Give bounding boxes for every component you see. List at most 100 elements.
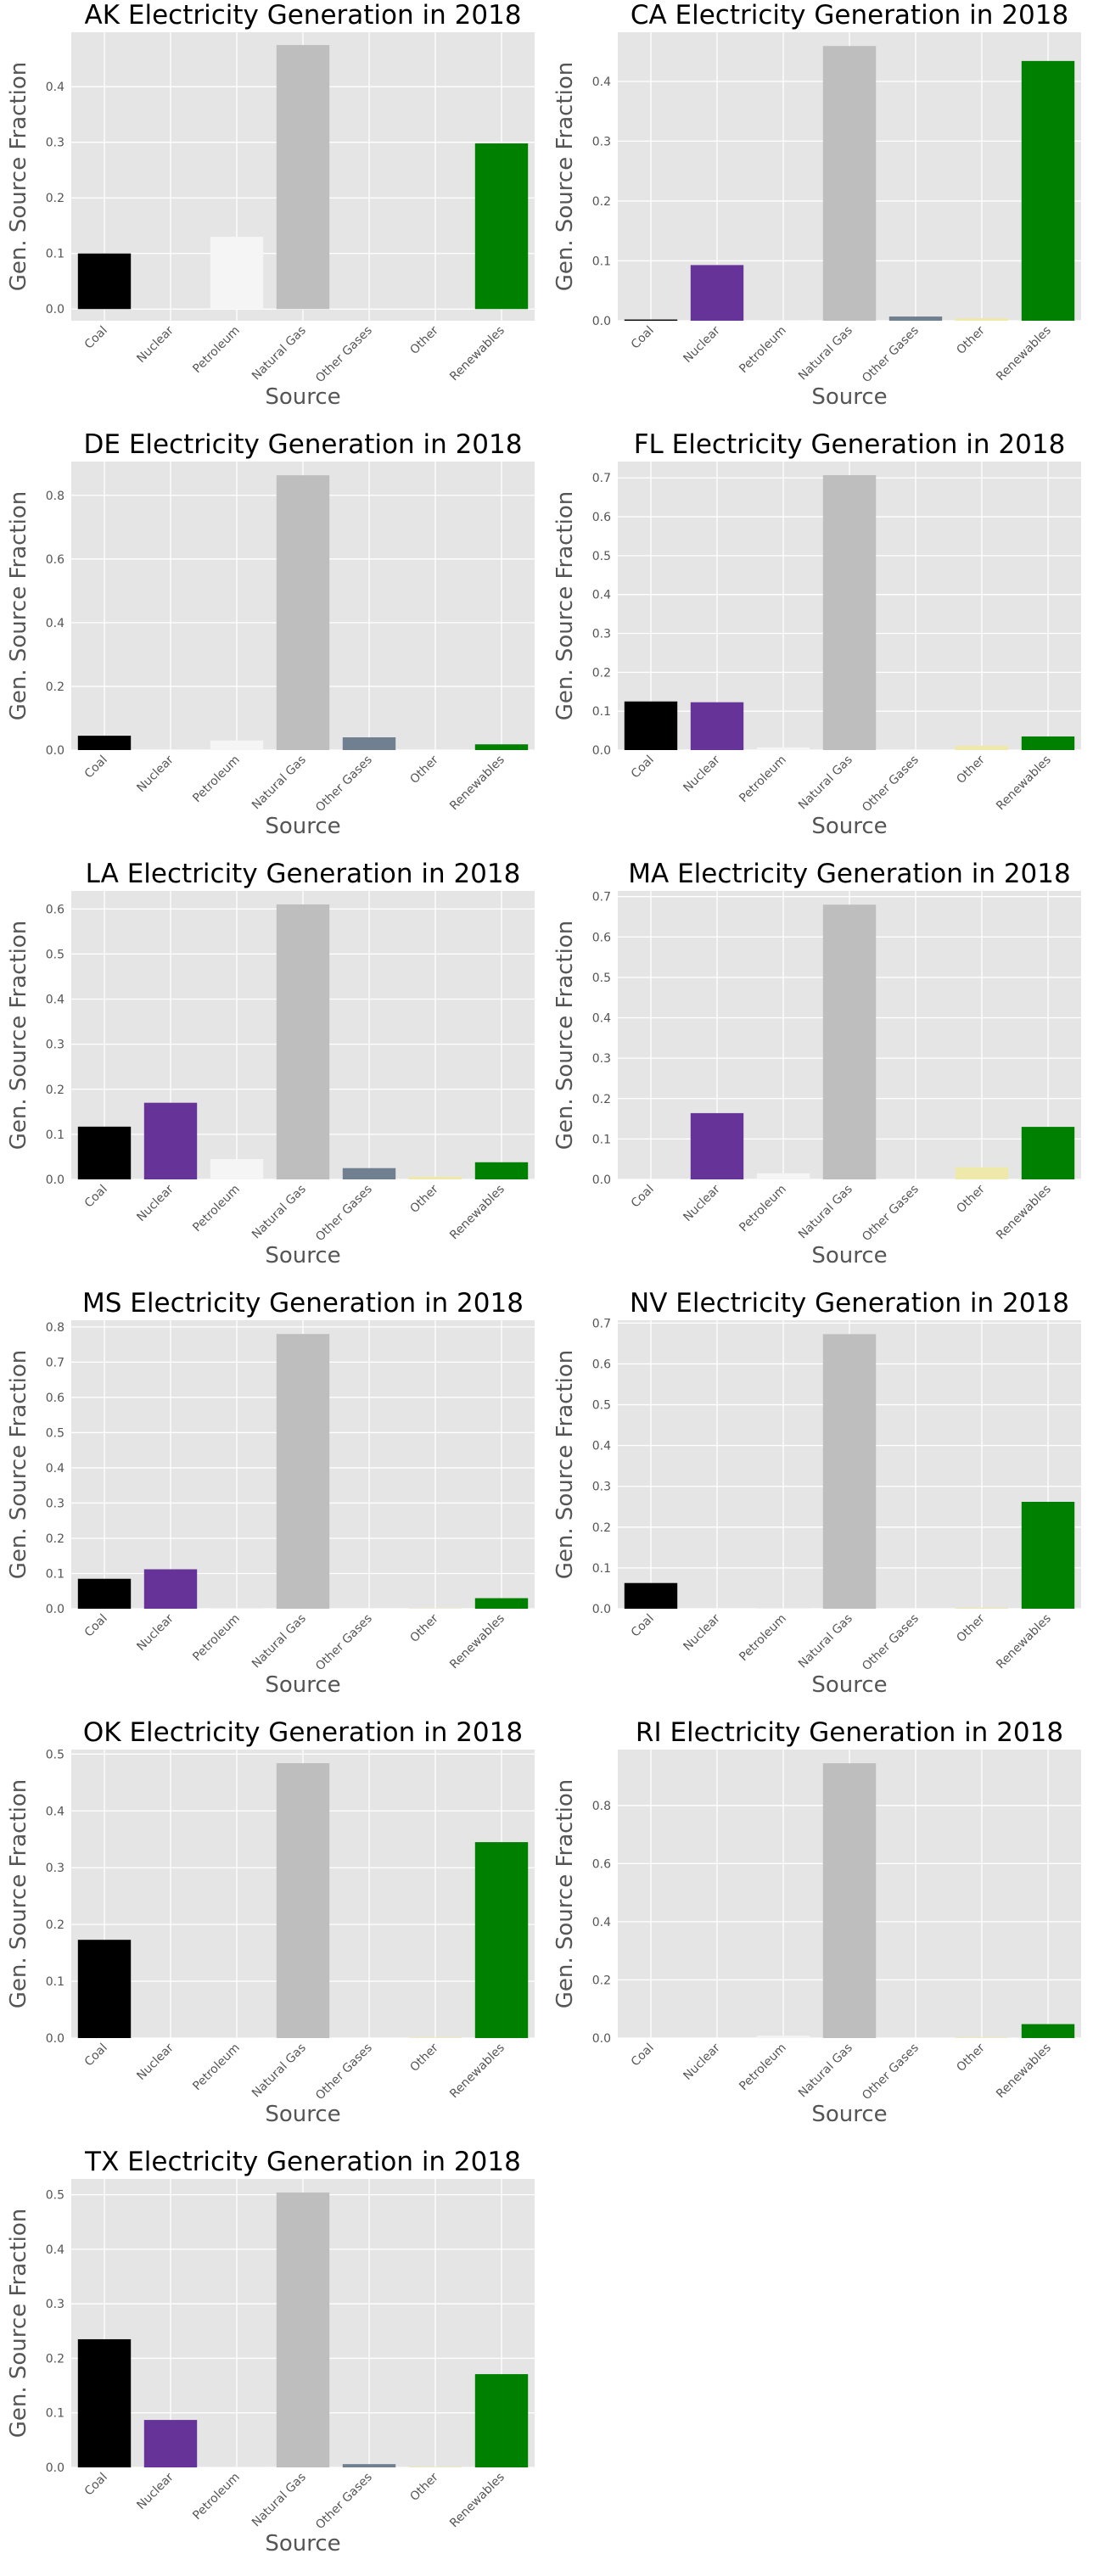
x-tick-label: Coal [82, 2471, 110, 2499]
x-tick-label: Renewables [447, 1183, 507, 1243]
x-axis-label: Source [265, 1243, 340, 1268]
x-tick-label: Renewables [447, 753, 507, 814]
x-axis-label: Source [265, 2102, 340, 2127]
x-tick-label: Natural Gas [249, 753, 309, 813]
bar-petroleum [757, 2036, 810, 2038]
y-tick-label: 0.1 [46, 1567, 64, 1581]
x-tick-label: Natural Gas [796, 2041, 855, 2101]
y-tick-label: 0.3 [592, 135, 611, 148]
y-tick-label: 0.6 [592, 1358, 611, 1371]
bar-renewables [1022, 2024, 1074, 2038]
x-tick-label: Natural Gas [796, 324, 855, 384]
y-axis-label: Gen. Source Fraction [6, 1350, 31, 1580]
y-tick-label: 0.7 [592, 891, 611, 904]
x-tick-label: Nuclear [134, 323, 177, 366]
bar-natural-gas [823, 475, 876, 750]
x-tick-label: Nuclear [134, 1182, 177, 1224]
x-tick-label: Other [407, 2041, 441, 2075]
x-tick-label: Petroleum [190, 1612, 243, 1665]
y-tick-label: 0.5 [46, 1748, 64, 1761]
bar-natural-gas [277, 1334, 329, 1609]
x-tick-label: Petroleum [737, 753, 789, 806]
bar-petroleum [210, 2037, 263, 2038]
y-tick-label: 0.0 [46, 1603, 64, 1616]
y-tick-label: 0.0 [592, 2032, 611, 2046]
bar-other [956, 746, 1008, 750]
y-axis-label: Gen. Source Fraction [6, 1779, 31, 2009]
x-tick-label: Natural Gas [249, 324, 309, 384]
bar-other-gases [889, 316, 942, 321]
y-tick-label: 0.1 [46, 2407, 64, 2421]
y-tick-label: 0.2 [592, 1093, 611, 1106]
x-axis-label: Source [265, 814, 340, 839]
y-tick-label: 0.3 [46, 1862, 64, 1875]
x-tick-label: Other Gases [860, 753, 922, 815]
x-axis-label: Source [265, 384, 340, 410]
bar-natural-gas [823, 1763, 876, 2038]
y-tick-label: 0.0 [46, 303, 64, 316]
bar-renewables [1022, 1502, 1074, 1609]
x-tick-label: Other [954, 1611, 988, 1645]
y-tick-label: 0.3 [46, 1497, 64, 1510]
y-tick-label: 0.3 [46, 137, 64, 150]
x-tick-label: Petroleum [190, 753, 243, 806]
x-tick-label: Renewables [994, 324, 1054, 384]
y-tick-label: 0.2 [46, 1084, 64, 1097]
y-tick-label: 0.5 [46, 2189, 64, 2203]
bar-coal [78, 1579, 131, 1609]
x-tick-label: Petroleum [737, 1612, 789, 1665]
bar-nuclear [691, 265, 743, 321]
y-tick-label: 0.4 [592, 1440, 611, 1453]
x-tick-label: Coal [82, 1612, 110, 1640]
y-tick-label: 0.0 [592, 315, 611, 328]
bar-nuclear [144, 2420, 197, 2467]
y-tick-label: 0.0 [592, 1603, 611, 1616]
y-tick-label: 0.2 [46, 2352, 64, 2366]
bar-coal [78, 254, 131, 310]
y-axis-label: Gen. Source Fraction [552, 1350, 578, 1580]
y-tick-label: 0.2 [46, 1918, 64, 1932]
bar-natural-gas [277, 2192, 329, 2467]
x-axis-label: Source [811, 814, 887, 839]
y-axis-label: Gen. Source Fraction [552, 62, 578, 292]
x-tick-label: Natural Gas [796, 1183, 855, 1242]
y-tick-label: 0.5 [592, 1399, 611, 1413]
bar-renewables [475, 1162, 528, 1179]
chart-title: DE Electricity Generation in 2018 [84, 429, 523, 460]
x-tick-label: Other [407, 2470, 441, 2504]
bar-other [409, 1177, 462, 1179]
bar-natural-gas [823, 1334, 876, 1609]
y-tick-label: 0.4 [592, 1916, 611, 1929]
x-tick-label: Other Gases [313, 1612, 375, 1674]
y-axis-label: Gen. Source Fraction [6, 2209, 31, 2439]
x-tick-label: Other Gases [313, 1183, 375, 1245]
x-tick-label: Petroleum [190, 1183, 243, 1235]
x-tick-label: Other Gases [313, 324, 375, 386]
y-tick-label: 0.8 [592, 1800, 611, 1813]
y-tick-label: 0.2 [46, 192, 64, 205]
bar-natural-gas [823, 46, 876, 321]
y-tick-label: 0.1 [46, 1128, 64, 1142]
x-tick-label: Other Gases [313, 753, 375, 815]
y-axis-label: Gen. Source Fraction [6, 62, 31, 292]
x-tick-label: Petroleum [737, 324, 789, 377]
x-tick-label: Nuclear [681, 2041, 723, 2083]
bar-coal [625, 702, 677, 750]
bar-natural-gas [277, 904, 329, 1179]
x-tick-label: Other [407, 323, 441, 357]
y-tick-label: 0.6 [46, 903, 64, 916]
x-tick-label: Other Gases [313, 2471, 375, 2533]
x-tick-label: Coal [629, 324, 657, 352]
chart-title: LA Electricity Generation in 2018 [86, 859, 521, 889]
x-tick-label: Petroleum [190, 2041, 243, 2094]
x-tick-label: Nuclear [134, 2041, 177, 2083]
y-axis-label: Gen. Source Fraction [6, 491, 31, 721]
x-tick-label: Other Gases [860, 2041, 922, 2103]
chart-title: RI Electricity Generation in 2018 [636, 1717, 1063, 1748]
bar-renewables [475, 744, 528, 750]
